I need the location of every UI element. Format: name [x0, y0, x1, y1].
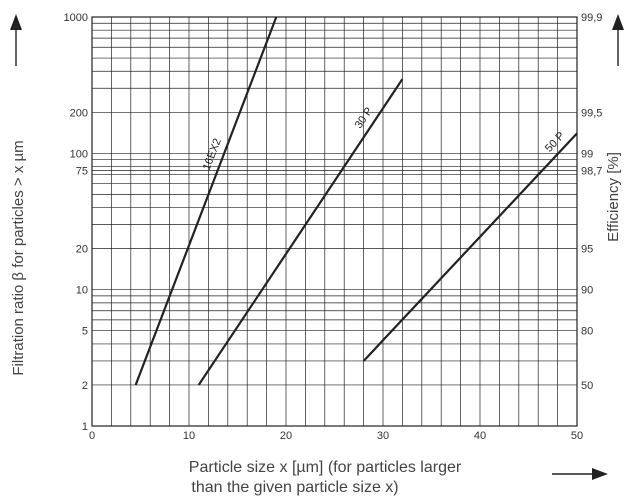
y-axis-title: Filtration ratio β for particles > x µm: [10, 140, 27, 375]
y2-tick-label: 99: [581, 148, 593, 160]
x-axis-title-line1: Particle size x [µm] (for particles larg…: [189, 459, 462, 476]
y-tick-labels: 1 2 5 10 20 75 100 200 1000: [64, 12, 88, 433]
y2-axis-title: Efficiency [%]: [605, 152, 622, 242]
series-line: [134, 16, 278, 386]
y-tick-label: 20: [76, 244, 88, 256]
y2-tick-label: 98,7: [581, 165, 602, 177]
x-tick-label: 10: [183, 430, 195, 442]
y2-tick-label: 95: [581, 244, 593, 256]
series-label: 30 P: [353, 105, 376, 130]
x-axis-title-line2: than the given particle size x): [191, 479, 398, 496]
y2-tick-label: 50: [581, 380, 593, 392]
y-tick-label: 5: [82, 326, 88, 338]
grid-lines: [91, 17, 578, 427]
x-axis-arrow-icon: [552, 468, 608, 480]
x-tick-label: 50: [571, 430, 583, 442]
x-tick-labels: 0 10 20 30 40 50: [89, 430, 583, 442]
y-tick-label: 200: [70, 107, 88, 119]
y2-tick-label: 80: [581, 326, 593, 338]
series-label: 50 P: [543, 130, 567, 155]
series-line: [197, 78, 404, 386]
x-tick-label: 30: [377, 430, 389, 442]
y2-axis-arrow-icon: [612, 14, 624, 66]
x-tick-label: 20: [280, 430, 292, 442]
y-tick-label: 1000: [64, 12, 88, 24]
y-tick-label: 1: [82, 421, 88, 433]
x-tick-label: 0: [89, 430, 95, 442]
y2-tick-label: 99,5: [581, 107, 602, 119]
y2-tick-label: 90: [581, 285, 593, 297]
y-tick-label: 100: [70, 148, 88, 160]
y-tick-label: 10: [76, 285, 88, 297]
series-line: [362, 132, 578, 362]
plot-frame: [91, 16, 578, 427]
y2-tick-labels: 50 80 90 95 98,7 99 99,5 99,9: [581, 12, 602, 392]
x-tick-label: 40: [474, 430, 486, 442]
y-axis-arrow-icon: [10, 14, 22, 66]
y-tick-label: 75: [76, 165, 88, 177]
y2-tick-label: 99,9: [581, 12, 602, 24]
y-tick-label: 2: [82, 380, 88, 392]
